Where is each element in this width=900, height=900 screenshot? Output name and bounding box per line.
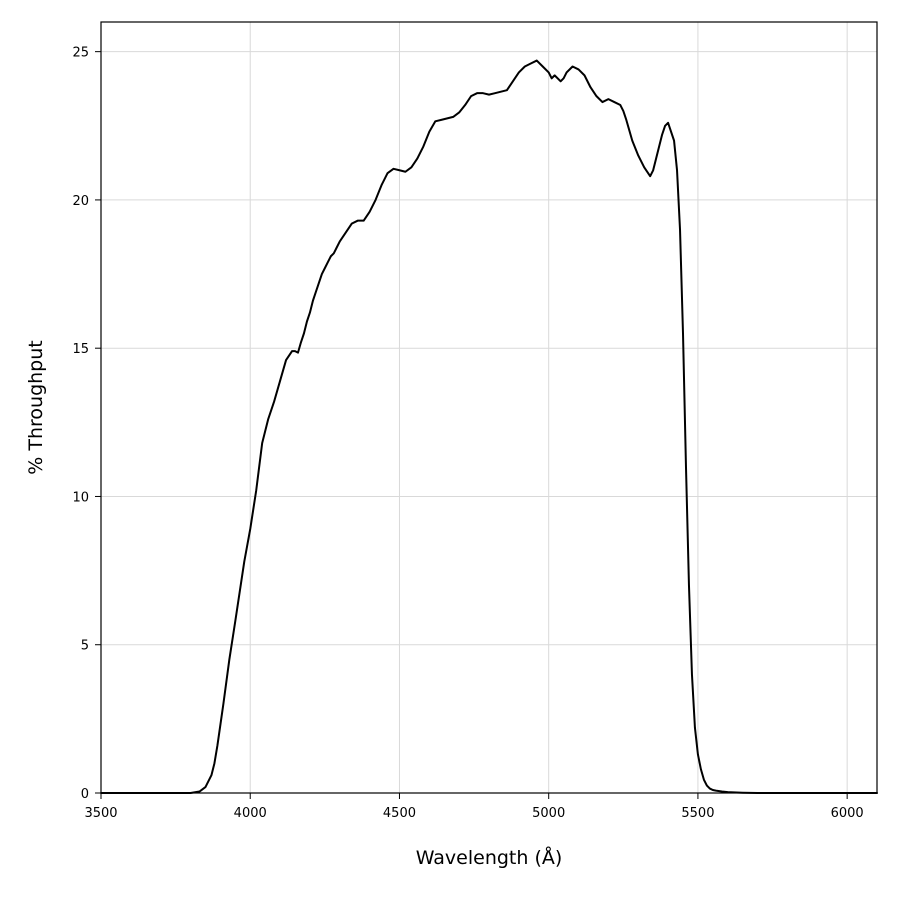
x-tick-label: 6000 [831,806,864,821]
y-tick-label: 10 [72,490,89,505]
y-tick-label: 25 [72,46,89,61]
y-tick-label: 20 [72,194,89,209]
plot-frame [100,21,878,794]
x-tick-label: 3500 [84,806,117,821]
y-tick-label: 15 [72,342,89,357]
grid-layer [100,22,877,794]
x-tick-label: 4500 [383,806,416,821]
line-layer [100,59,878,794]
tick-layer: 3500 4000 4500 5000 5500 6000 0 5 10 15 20 25 [72,46,863,821]
x-tick-label: 4000 [234,806,267,821]
y-axis-label: % Throughput [25,340,47,474]
y-tick-label: 0 [81,787,89,802]
throughput-line [100,59,878,794]
x-axis-label: Wavelength (Å) [416,846,563,869]
x-tick-label: 5000 [532,806,565,821]
x-tick-label: 5500 [681,806,714,821]
y-tick-label: 5 [81,639,89,654]
